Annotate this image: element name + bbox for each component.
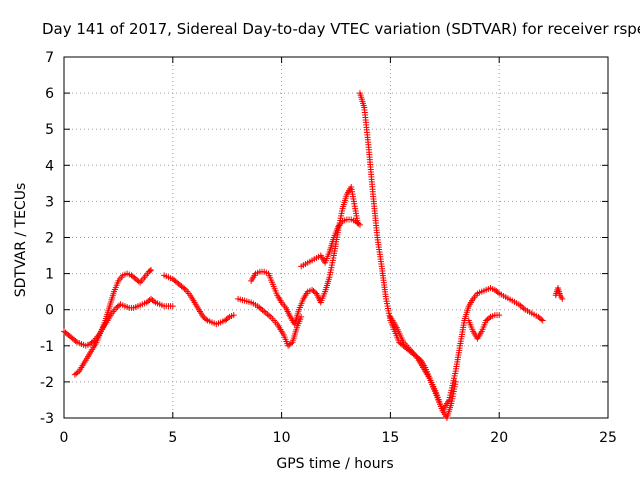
grid-lines (64, 57, 608, 418)
data-point (203, 316, 210, 323)
data-point (356, 221, 363, 228)
x-tick-label: 0 (60, 430, 69, 446)
x-axis-label: GPS time / hours (276, 456, 394, 472)
data-point (169, 303, 176, 310)
data-point (311, 289, 318, 296)
data-point (494, 289, 501, 296)
y-axis-label: SDTVAR / TECUs (13, 182, 29, 298)
series-track-4 (235, 295, 305, 349)
y-tick-label: -2 (40, 375, 54, 391)
series-track-5 (248, 183, 361, 328)
data-point (150, 298, 157, 305)
y-tick-label: 7 (45, 50, 54, 66)
series-track-8 (387, 285, 546, 414)
data-point (72, 337, 79, 344)
x-tick-label: 15 (381, 430, 399, 446)
data-point (148, 266, 155, 273)
data-point (135, 278, 142, 285)
data-point (224, 315, 231, 322)
series-track-2 (71, 266, 155, 378)
y-tick-label: 0 (45, 303, 54, 319)
data-point (181, 285, 188, 292)
data-point (538, 316, 545, 323)
x-tick-label: 10 (273, 430, 291, 446)
data-point (298, 313, 305, 320)
chart-title: Day 141 of 2017, Sidereal Day-to-day VTE… (42, 20, 640, 38)
data-point (559, 295, 566, 302)
series-track-3 (161, 272, 237, 328)
data-point (288, 340, 295, 347)
series-track-10 (552, 285, 566, 302)
data-points (61, 90, 566, 421)
data-point (146, 267, 153, 274)
y-tick-label: 2 (45, 231, 54, 247)
y-tick-label: 1 (45, 267, 54, 283)
data-point (496, 312, 503, 319)
series-track-9 (465, 312, 503, 342)
x-tick-label: 25 (599, 430, 617, 446)
x-tick-label: 5 (168, 430, 177, 446)
data-point (486, 315, 493, 322)
y-tick-label: 3 (45, 194, 54, 210)
axes: 0 5 10 15 20 25 -3 -2 -1 0 1 2 3 4 5 6 7 (40, 50, 617, 446)
y-tick-label: -1 (40, 339, 54, 355)
x-tick-label: 20 (490, 430, 508, 446)
data-point (74, 369, 81, 376)
series-track-7 (356, 90, 459, 421)
data-point (230, 312, 237, 319)
y-tick-label: 6 (45, 86, 54, 102)
data-point (539, 317, 546, 324)
y-tick-label: 5 (45, 122, 54, 138)
y-tick-label: -3 (40, 411, 54, 427)
series-track-6 (298, 216, 363, 270)
y-tick-label: 4 (45, 158, 54, 174)
series-track-1 (61, 295, 176, 349)
data-point (355, 220, 362, 227)
